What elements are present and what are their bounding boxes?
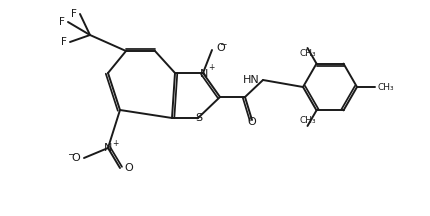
Text: N: N <box>104 143 112 153</box>
Text: −: − <box>67 149 75 159</box>
Text: N: N <box>200 69 208 79</box>
Text: CH₃: CH₃ <box>299 49 316 58</box>
Text: O: O <box>124 163 133 173</box>
Text: F: F <box>59 17 65 27</box>
Text: S: S <box>196 113 203 123</box>
Text: O: O <box>216 43 225 53</box>
Text: CH₃: CH₃ <box>299 116 316 125</box>
Text: +: + <box>208 64 214 73</box>
Text: F: F <box>71 9 77 19</box>
Text: CH₃: CH₃ <box>378 83 395 92</box>
Text: O: O <box>248 117 256 127</box>
Text: F: F <box>61 37 67 47</box>
Text: −: − <box>219 40 227 49</box>
Text: O: O <box>71 153 80 163</box>
Text: +: + <box>112 138 118 148</box>
Text: HN: HN <box>243 75 260 85</box>
